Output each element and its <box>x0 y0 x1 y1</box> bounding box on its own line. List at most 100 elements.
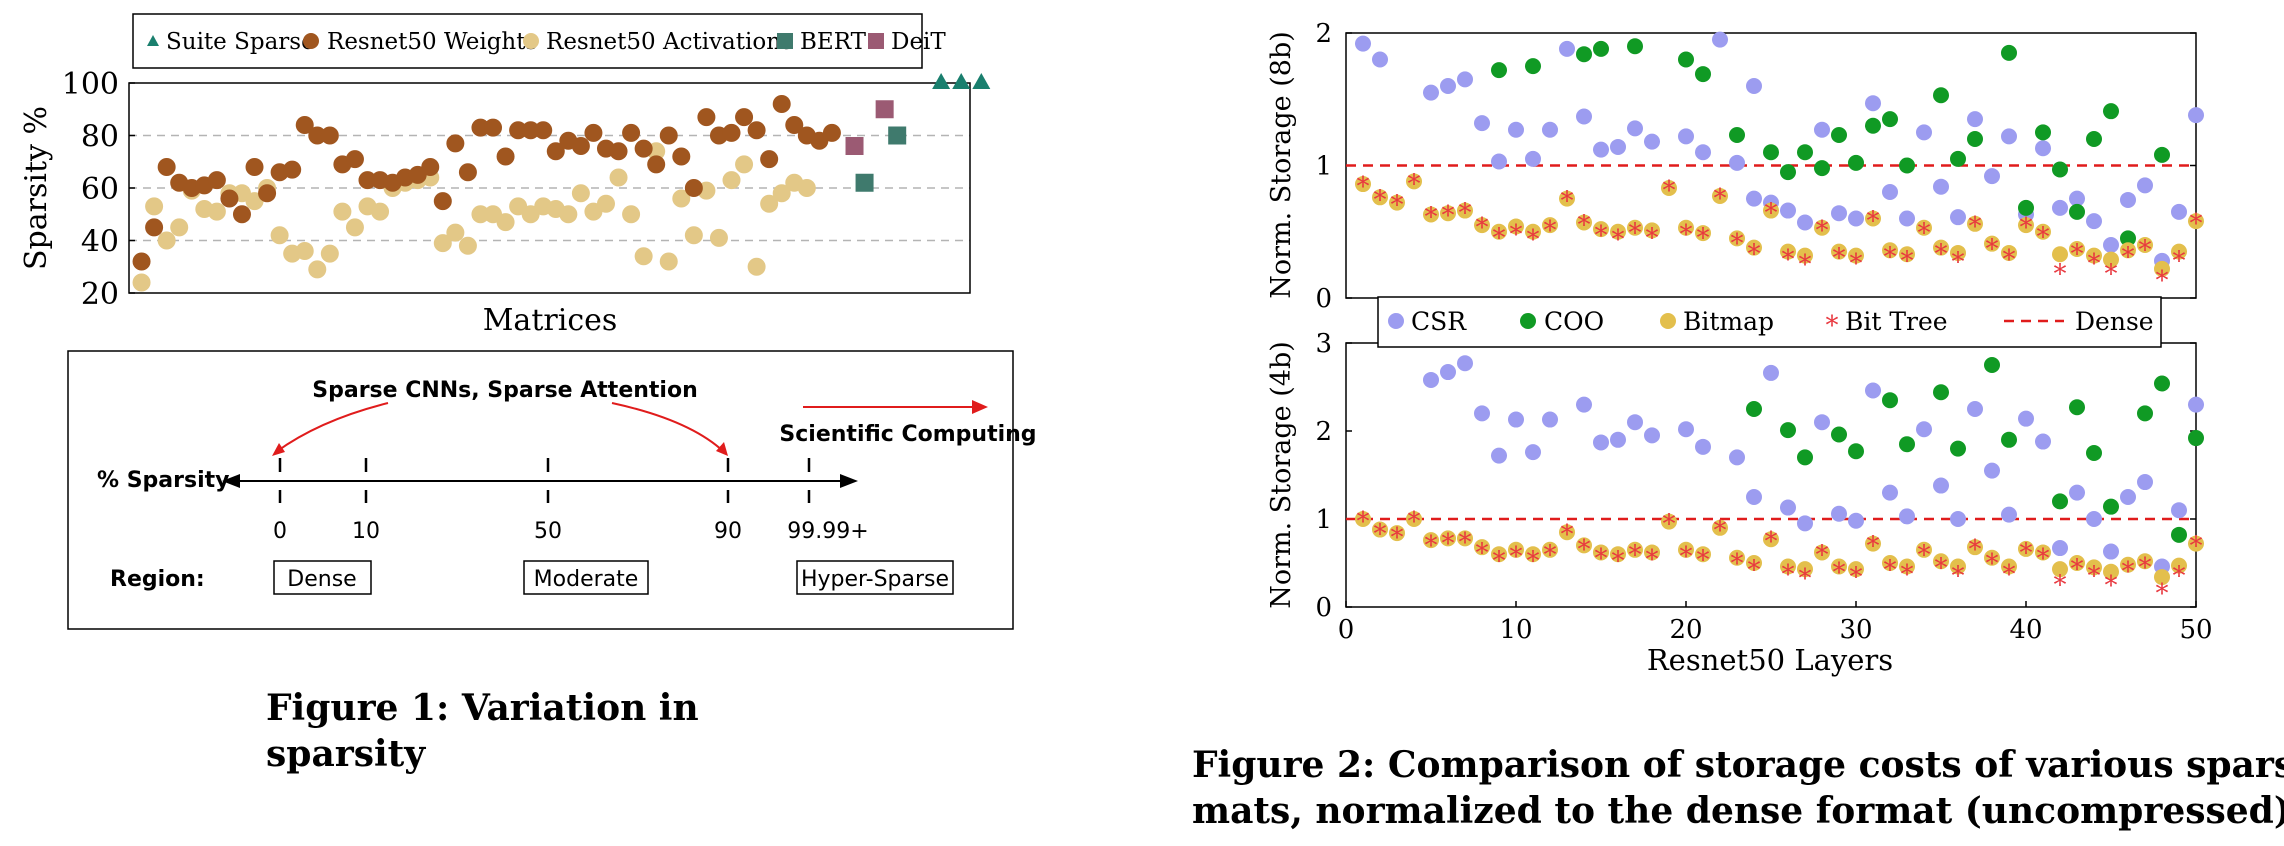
suite-sparse-point <box>952 73 971 89</box>
csr-point <box>1967 401 1983 417</box>
resnet50-weights-point <box>571 137 590 155</box>
bittree-point: * <box>1969 535 1982 565</box>
csr-point <box>2188 396 2204 413</box>
sparsity-points <box>132 73 991 292</box>
bittree-point: * <box>1612 225 1625 255</box>
scientific-arrowhead <box>972 400 988 414</box>
bittree-point: * <box>2190 209 2203 239</box>
storage-4b-plot-frame <box>1345 342 2197 608</box>
bittree-point: * <box>2020 213 2033 243</box>
bitmap-point <box>1389 525 1405 542</box>
sparsity-y-axis-label: Sparsity % <box>19 106 54 270</box>
resnet50-activations-point <box>308 260 327 279</box>
coo-point <box>1780 164 1796 181</box>
csr-point <box>1678 128 1694 145</box>
csr-point <box>1865 382 1881 399</box>
bitmap-point <box>1610 546 1626 563</box>
coo-point <box>1627 38 1643 55</box>
csr-point <box>1423 371 1439 388</box>
bitmap-point <box>1712 519 1728 536</box>
csr-point <box>1695 438 1711 455</box>
csr-point <box>1848 512 1864 529</box>
axis-right-arrowhead <box>840 474 858 488</box>
coo-point <box>1814 160 1830 177</box>
bitmap-point <box>2035 223 2051 240</box>
bitmap-point <box>1627 219 1643 236</box>
bittree-point: * <box>1697 546 1710 576</box>
bitmap-point <box>1695 225 1711 242</box>
bitmap-point <box>1882 242 1898 259</box>
bittree-point: * <box>1493 547 1506 577</box>
figure2-caption-line-2: mats, normalized to the dense format (un… <box>1192 790 2284 832</box>
resnet50-weights-point <box>672 147 691 166</box>
bittree-point: * <box>1799 250 1812 280</box>
bitmap-point <box>1882 555 1898 571</box>
csr-point <box>2086 511 2102 527</box>
coo-point <box>1593 40 1609 57</box>
csr-point <box>1729 154 1745 171</box>
bittree-point: * <box>2071 240 2084 270</box>
csr-point <box>1780 202 1796 219</box>
bittree-point: * <box>2037 222 2050 252</box>
resnet50-weights-point <box>509 121 528 140</box>
diagram-tick-50: 50 <box>534 519 562 544</box>
bittree-point: * <box>1527 547 1540 577</box>
bitmap-point <box>1916 541 1932 558</box>
bitmap-point <box>1831 558 1847 575</box>
legend-coo-label: COO <box>1544 307 1604 336</box>
csr-point <box>1474 115 1490 132</box>
resnet50-weights-point <box>722 123 741 142</box>
coo-point <box>1797 144 1813 161</box>
coo-point <box>1899 157 1915 174</box>
resnet50-weights-point <box>245 158 264 176</box>
resnet50-activations-point <box>622 205 641 224</box>
bittree-point: * <box>1663 176 1676 206</box>
bittree-point: * <box>1527 225 1540 255</box>
bitmap-point <box>2154 569 2170 586</box>
coo-point <box>1780 422 1796 439</box>
storage-4b-x-tick-label: 10 <box>1499 615 1532 645</box>
bittree-point: * <box>2139 553 2152 583</box>
bitmap-point <box>1542 541 1558 558</box>
storage-legend: CSR COO Bitmap * Bit Tree Dense <box>1377 296 2162 348</box>
diagram-axis <box>222 474 858 488</box>
csr-point <box>1848 210 1864 227</box>
bitmap-point <box>1729 230 1745 247</box>
csr-point <box>1865 95 1881 112</box>
bitmap-point <box>2188 535 2204 552</box>
coo-point <box>1899 436 1915 453</box>
coo-point <box>1797 449 1813 466</box>
bitmap-point <box>1967 539 1983 556</box>
resnet50-weights-point <box>647 155 666 174</box>
csr-point <box>2052 199 2068 216</box>
coo-point <box>2035 124 2051 141</box>
coo-point <box>2001 431 2017 448</box>
bitmap-point <box>1763 202 1779 219</box>
bert-point <box>855 173 874 192</box>
sparsity-y-tick-label: 40 <box>81 225 119 260</box>
bittree-point: * <box>1952 562 1965 592</box>
csr-point <box>1695 144 1711 161</box>
bittree-point: * <box>1816 540 1829 570</box>
bitmap-point <box>1780 558 1796 575</box>
bittree-point: * <box>1663 510 1676 540</box>
coo-point <box>1933 384 1949 401</box>
coo-point <box>2001 44 2017 61</box>
bittree-point: * <box>1646 545 1659 575</box>
bittree-point: * <box>1714 516 1727 546</box>
resnet50-activations-point <box>207 202 226 221</box>
coo-point <box>1678 51 1694 68</box>
coo-point <box>2103 498 2119 515</box>
bittree-point: * <box>1765 527 1778 557</box>
storage-4b-y-axis-label: Norm. Storage (4b) <box>1266 341 1297 609</box>
storage-8b-y-tick-label: 1 <box>1315 152 1332 182</box>
sparsity-y-tick-label: 80 <box>81 120 119 155</box>
csr-point <box>1610 431 1626 448</box>
csr-point <box>2018 410 2034 427</box>
csr-point <box>1355 35 1371 52</box>
resnet50-activations-point <box>709 228 728 247</box>
legend-bitmap-label: Bitmap <box>1683 307 1774 336</box>
resnet50-activations-point <box>157 231 176 250</box>
bitmap-point <box>1950 244 1966 261</box>
